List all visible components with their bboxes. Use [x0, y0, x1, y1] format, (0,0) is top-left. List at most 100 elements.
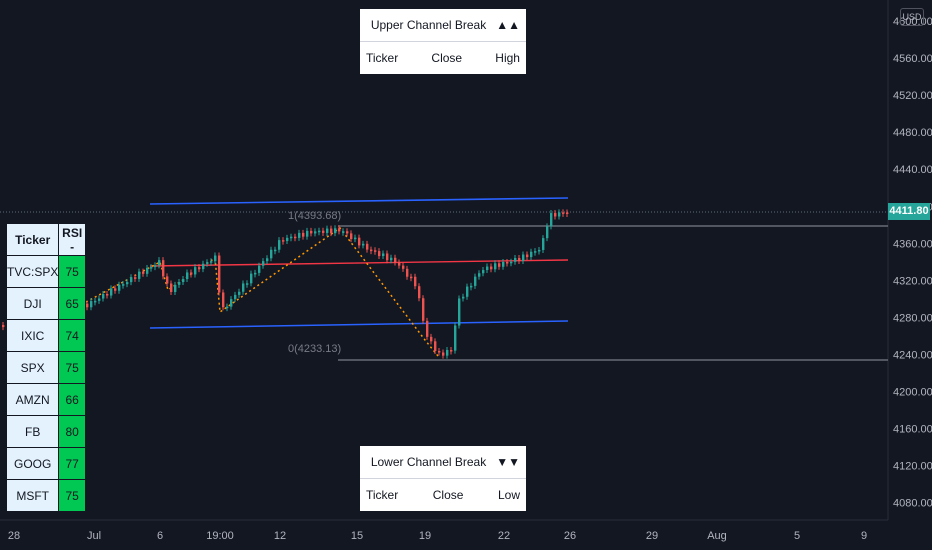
candle-body [246, 283, 249, 285]
rsi-ticker: FB [5, 415, 60, 448]
candle-body [298, 232, 301, 238]
candle-body [362, 243, 365, 246]
candle-body [538, 249, 541, 252]
candle-body [366, 243, 369, 250]
time-tick-label: 19:00 [206, 530, 234, 542]
candle-body [182, 279, 185, 283]
price-tick-label: 4560.00 [893, 53, 932, 65]
candle-body [150, 267, 153, 269]
rsi-header-rsi: RSI - [58, 223, 86, 256]
candle-body [330, 228, 333, 234]
price-tick-label: 4480.00 [893, 127, 932, 139]
candle-body [126, 282, 129, 285]
candle-body [502, 262, 505, 267]
candle-body [178, 282, 181, 285]
candle-body [94, 300, 97, 303]
rsi-ticker: MSFT [5, 479, 60, 512]
price-tick-label: 4240.00 [893, 349, 932, 361]
candle-body [430, 336, 433, 342]
candle-body [266, 258, 269, 262]
candle-body [274, 249, 277, 252]
upper-col-close: Close [431, 51, 463, 65]
time-axis[interactable]: 28 Jul 6 19:00 12 15 19 22 26 29 Aug 5 9 [8, 530, 867, 542]
lower-panel-title-row: Lower Channel Break ▼▼ [360, 446, 526, 478]
candle-body [206, 262, 209, 264]
candle-body [106, 293, 109, 296]
candle-body [102, 293, 105, 299]
rsi-value: 75 [58, 255, 86, 288]
candle-body [522, 254, 525, 261]
candle-body [542, 238, 545, 250]
time-tick-label: Jul [87, 530, 101, 542]
time-tick-label: 6 [157, 530, 163, 542]
table-row: DJI 65 [5, 287, 86, 320]
last-price-tag: 4411.80 [888, 203, 930, 220]
time-tick-label: 15 [351, 530, 363, 542]
candle-body [306, 230, 309, 237]
rsi-table-header: Ticker RSI - [5, 223, 86, 256]
candle-body [238, 291, 241, 295]
down-arrows-icon: ▼▼ [496, 455, 520, 469]
table-row: TVC:SPX 75 [5, 255, 86, 288]
candle-body [406, 268, 409, 277]
rsi-ticker: SPX [5, 351, 60, 384]
candle-body [378, 251, 381, 257]
rsi-ticker: GOOG [5, 447, 60, 480]
candle-body [438, 351, 441, 353]
candle-body [98, 298, 101, 301]
rsi-ticker: DJI [5, 287, 60, 320]
candle-body [198, 267, 201, 270]
candle-body [470, 285, 473, 288]
price-axis[interactable]: 4600.004560.004520.004480.004440.004400.… [893, 16, 932, 509]
candle-body [338, 228, 341, 232]
candle-body [446, 350, 449, 356]
candle-body [562, 212, 565, 214]
candle-body [566, 212, 569, 214]
candle-body [270, 249, 273, 259]
upper-panel-title-row: Upper Channel Break ▲▲ [360, 9, 526, 41]
table-row: FB 80 [5, 415, 86, 448]
candle-body [158, 260, 161, 266]
candle-body [434, 341, 437, 352]
candle-body [230, 299, 233, 307]
time-tick-label: 26 [564, 530, 576, 542]
candle-body [166, 276, 169, 284]
rsi-header-ticker: Ticker [5, 223, 60, 256]
candle-body [218, 255, 221, 293]
candle-body [386, 253, 389, 261]
candle-body [90, 301, 93, 308]
rsi-ticker: IXIC [5, 319, 60, 352]
upper-panel-title: Upper Channel Break [370, 18, 487, 32]
candle-body [130, 277, 133, 283]
up-arrows-icon: ▲▲ [496, 18, 520, 32]
lower-channel-line [149, 320, 569, 329]
rsi-value: 75 [58, 351, 86, 384]
candle-body [350, 233, 353, 240]
lower-col-close: Close [432, 488, 464, 502]
candle-body [226, 306, 229, 309]
candle-body [286, 237, 289, 242]
time-tick-label: 5 [794, 530, 800, 542]
candle-body [546, 226, 549, 239]
candle-body [398, 262, 401, 266]
candle-body [494, 263, 497, 270]
currency-badge[interactable]: USD [900, 8, 924, 26]
candle-body [278, 240, 281, 250]
candle-body [422, 298, 425, 321]
candle-body [318, 230, 321, 233]
candle-body [170, 283, 173, 293]
pivot-high-label: 1(4393.68) [288, 210, 341, 222]
upper-channel-line [149, 197, 569, 205]
candle-body [410, 276, 413, 279]
candle-body [214, 255, 217, 262]
price-tick-label: 4080.00 [893, 497, 932, 509]
lower-col-ticker: Ticker [366, 488, 399, 502]
price-tick-label: 4120.00 [893, 460, 932, 472]
rsi-value: 77 [58, 447, 86, 480]
candle-body [450, 350, 453, 352]
candle-body [370, 249, 373, 252]
price-tick-label: 4280.00 [893, 312, 932, 324]
candle-body [234, 294, 237, 300]
rsi-ticker: AMZN [5, 383, 60, 416]
time-tick-label: Aug [707, 530, 727, 542]
